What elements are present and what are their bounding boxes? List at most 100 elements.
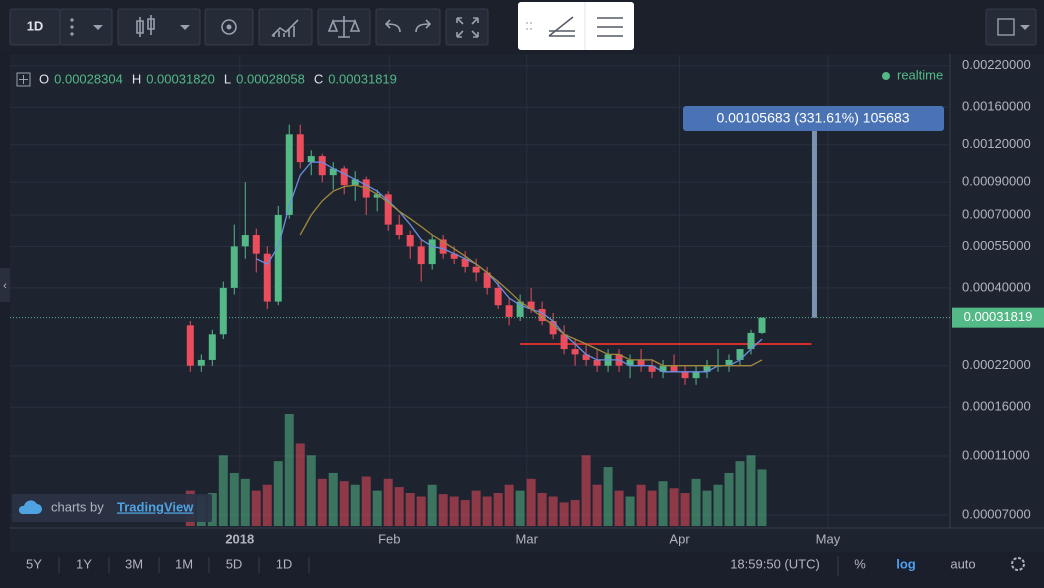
- volume-bar: [207, 492, 217, 526]
- price-label: 0.00031819: [964, 309, 1033, 324]
- volume-bar: [449, 496, 459, 526]
- range-button[interactable]: 1D: [276, 556, 293, 571]
- time-axis[interactable]: [10, 528, 1044, 552]
- candle-body: [208, 334, 216, 360]
- volume-bar: [504, 484, 514, 526]
- candle-body: [472, 266, 480, 273]
- candle-body: [373, 194, 381, 198]
- x-tick-label: Mar: [516, 531, 539, 546]
- scale-icon: [327, 16, 361, 38]
- candle-body: [670, 365, 678, 372]
- measure-label: 0.00105683 (331.61%) 105683: [716, 110, 909, 126]
- ohlc-value: 0.00028058: [236, 71, 305, 86]
- range-button[interactable]: 5D: [226, 556, 243, 571]
- watermark-link[interactable]: TradingView: [117, 499, 194, 514]
- dots-icon: [70, 32, 74, 36]
- y-tick-label: 0.00070000: [962, 206, 1031, 221]
- volume-bar: [691, 478, 701, 526]
- candle-body: [692, 371, 700, 379]
- settings-gear[interactable]: [1011, 557, 1025, 571]
- ohlc-value: 0.00031819: [328, 71, 397, 86]
- candle-body: [659, 365, 667, 372]
- interval-label[interactable]: 1D: [27, 18, 44, 33]
- indicators-button[interactable]: [258, 8, 313, 46]
- candle-body: [340, 168, 348, 186]
- candle-body: [527, 301, 535, 310]
- candle-body: [428, 239, 436, 265]
- log-toggle[interactable]: log: [896, 556, 916, 571]
- percent-toggle[interactable]: %: [854, 556, 866, 571]
- measure-label-box: [683, 106, 944, 131]
- volume-bar: [262, 484, 272, 526]
- candle-body: [241, 235, 249, 247]
- drawing-tool-icon[interactable]: [548, 16, 575, 37]
- ohlc-value: 0.00031820: [146, 71, 215, 86]
- volume-bar: [240, 478, 250, 526]
- range-button[interactable]: 1M: [175, 556, 193, 571]
- drag-handle: [526, 22, 532, 30]
- candles-icon: [136, 15, 155, 37]
- candle-body: [626, 359, 634, 366]
- candle-body: [274, 214, 282, 302]
- volume-bar: [493, 492, 503, 526]
- volume-bar: [658, 481, 668, 526]
- candle-body: [307, 156, 315, 163]
- candle-body: [648, 365, 656, 372]
- fullscreen-button[interactable]: [445, 8, 489, 46]
- watermark-prefix: charts by: [51, 499, 104, 514]
- ohlc-key: C: [314, 71, 323, 86]
- volume-bar: [405, 492, 415, 526]
- candle-body: [439, 239, 447, 254]
- undo-redo-button[interactable]: [375, 8, 441, 46]
- clock: 18:59:50 (UTC): [730, 556, 820, 571]
- range-button[interactable]: 5Y: [26, 556, 42, 571]
- volume-bar: [603, 467, 613, 526]
- auto-toggle[interactable]: auto: [950, 556, 975, 571]
- dropdown-arrow: [180, 25, 190, 30]
- moving-average: [256, 161, 763, 373]
- moving-average: [299, 184, 763, 367]
- volume-bar: [482, 496, 492, 526]
- price-axis[interactable]: [950, 54, 1044, 528]
- undo-redo-icon: [384, 19, 432, 33]
- menu-icon[interactable]: [597, 17, 623, 37]
- left-panel-toggle[interactable]: [0, 268, 10, 302]
- chart-style-button[interactable]: [117, 8, 201, 46]
- collapse-icon[interactable]: [16, 72, 31, 87]
- volume-bar: [273, 461, 283, 526]
- candle-body: [461, 258, 469, 267]
- volume-bar: [372, 490, 382, 526]
- range-buttons: 5Y 1Y 3M 1M 5D 1D: [26, 556, 310, 573]
- ohlc-header: O 0.00028304 H 0.00031820 L 0.00028058 C 0.0003…: [39, 71, 397, 86]
- layout-icon: [997, 18, 1015, 36]
- range-button[interactable]: 1Y: [76, 556, 92, 571]
- ohlc-key: H: [132, 71, 141, 86]
- dots-icon: [70, 18, 74, 22]
- candle-body: [197, 359, 205, 366]
- chart-pane[interactable]: [10, 54, 950, 528]
- watermark-box[interactable]: [12, 494, 212, 522]
- range-button[interactable]: 3M: [125, 556, 143, 571]
- candle-body: [384, 194, 392, 225]
- volume-bar: [438, 494, 448, 526]
- candle-body: [494, 287, 502, 306]
- volume-bar: [537, 492, 547, 526]
- layout-button[interactable]: [985, 8, 1037, 46]
- y-tick-label: 0.00011000: [962, 447, 1030, 462]
- y-tick-label: 0.00022000: [962, 357, 1031, 372]
- candle-body: [516, 301, 524, 317]
- plot-layer: [10, 55, 950, 528]
- volume-bar: [592, 484, 602, 526]
- volume-bar: [625, 496, 635, 526]
- volume-bar: [328, 472, 338, 526]
- candle-body: [549, 321, 557, 335]
- volume-bar: [669, 488, 679, 526]
- status-label: realtime: [897, 67, 943, 82]
- candle-body: [725, 359, 733, 366]
- volume-bar: [581, 455, 591, 526]
- y-tick-label: 0.00090000: [962, 174, 1031, 189]
- volume-bar: [636, 484, 646, 526]
- volume-bar: [306, 455, 316, 526]
- interval-menu[interactable]: [59, 8, 113, 46]
